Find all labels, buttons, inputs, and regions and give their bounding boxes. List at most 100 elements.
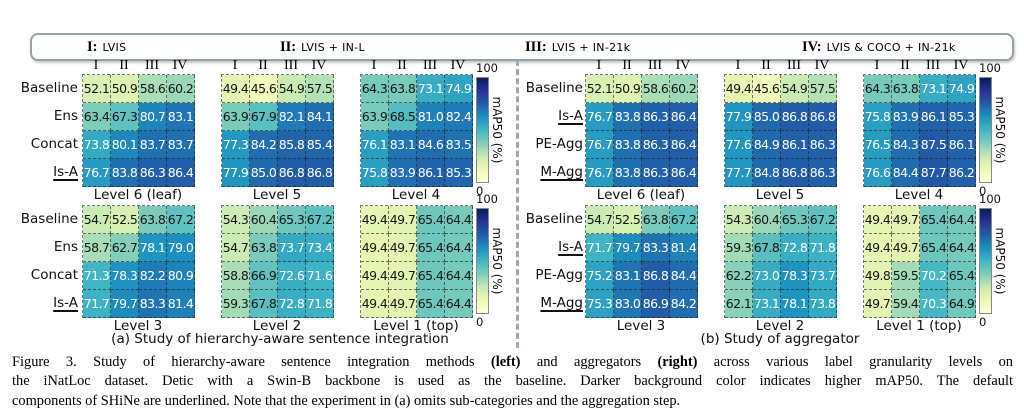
colorbar-max-tick: 100 [476,192,498,206]
heatmap-cell: 64.3 [864,75,892,103]
row-label-ens: Ens [53,239,78,255]
column-header: II [119,58,129,73]
heatmap-cell: 49.7 [389,262,417,290]
caption-text: Figure 3. Study of hierarchy-aware sente… [12,354,491,370]
heatmap-grid: 64.3 63.8 73.1 74.9 63.9 68.5 81.0 82.4 76.1 83.1… [360,74,473,187]
heatmap-cell: 86.2 [948,159,976,187]
heatmap-cell: 85.0 [753,103,781,131]
heatmap-title: Level 2 [755,318,805,334]
colorbar-max-tick: 100 [979,61,1001,75]
heatmap-cell: 60.4 [250,206,278,234]
heatmap-cell: 54.3 [725,206,753,234]
heatmap-grid: 54.7 52.5 63.8 67.2 71.7 79.7 83.3 81.4 75.2 83.1… [585,205,698,318]
heatmap-cell: 83.8 [614,159,642,187]
column-headers: I II III IV [360,58,474,74]
heatmap-cell: 66.9 [250,262,278,290]
heatmap-cell: 63.8 [389,75,417,103]
heatmap-cell: 49.7 [892,234,920,262]
heatmap-cell: 63.8 [139,206,167,234]
heatmap-cell: 64.4 [948,234,976,262]
dataset-label-lvis-inl: II: LVIS + IN-L [280,35,365,59]
heatmap-cell: 73.8 [83,131,111,159]
column-header: II [258,58,268,73]
heatmap-cell: 86.3 [809,159,837,187]
heatmap-cell: 71.7 [586,234,614,262]
colorbar-max-tick: 100 [979,192,1001,206]
heatmap-grid: 54.7 52.5 63.8 67.2 58.7 62.7 78.1 79.0 71.3 78.3… [82,205,195,318]
heatmap-cell: 86.8 [781,103,809,131]
dataset-numeral: I: [87,38,98,55]
heatmap-cell: 73.1 [417,75,445,103]
heatmap-cell: 83.5 [445,131,473,159]
heatmap-cell: 73.7 [809,262,837,290]
dataset-name: LVIS [102,40,127,54]
heatmap-cell: 85.3 [948,103,976,131]
heatmap-cell: 63.8 [892,75,920,103]
heatmap-cell: 50.9 [111,75,139,103]
heatmap-cell: 54.7 [222,234,250,262]
column-header: III [423,58,437,73]
heatmap-cell: 74.9 [445,75,473,103]
heatmap-cell: 84.2 [250,131,278,159]
caption-text: and aggregators [520,354,658,370]
heatmap-cell: 63.8 [642,206,670,234]
heatmap-grid: 64.3 63.8 73.1 74.9 75.8 83.9 86.1 85.3 76.5 84.3… [863,74,976,187]
column-headers: I II III IV [82,58,196,74]
heatmap-cell: 65.4 [948,262,976,290]
caption-text: (left) [490,354,521,370]
heatmap-grid: 52.1 50.9 58.6 60.2 63.4 67.3 80.7 83.1 73.8 80.1… [82,74,195,187]
colorbar-gradient [476,208,489,314]
heatmap-cell: 71.7 [83,290,111,318]
colorbar-max-tick: 100 [476,61,498,75]
heatmap-cell: 82.1 [278,103,306,131]
heatmap-cell: 81.0 [417,103,445,131]
caption-text: components of SHiNe are underlined. Note… [12,392,681,409]
heatmap-cell: 75.3 [586,290,614,318]
heatmap-cell: 80.9 [167,262,195,290]
heatmap-cell: 58.6 [139,75,167,103]
heatmap-cell: 67.8 [753,234,781,262]
heatmap-cell: 54.9 [278,75,306,103]
heatmap-cell: 65.4 [920,234,948,262]
heatmap-cell: 86.1 [920,103,948,131]
heatmap-cell: 49.4 [361,290,389,318]
heatmap-cell: 87.7 [920,159,948,187]
heatmap-b-level2: Level 2 54.3 60.4 65.3 67.2 59.3 67.8 72.8 71.8 6… [724,205,837,334]
heatmap-cell: 49.4 [222,75,250,103]
heatmap-cell: 63.8 [250,234,278,262]
heatmap-cell: 78.3 [111,262,139,290]
heatmap-cell: 84.4 [670,262,698,290]
heatmap-cell: 80.7 [139,103,167,131]
heatmap-cell: 59.3 [222,290,250,318]
colorbar-min-tick: 0 [476,315,484,329]
heatmap-b-level5: Level 5 I II III IV 49.4 45.6 54.9 57.5 77.9 85.0 8… [724,58,837,203]
heatmap-cell: 72.8 [781,234,809,262]
row-labels-a-top: Baseline Ens Concat Is-A [0,74,78,186]
heatmap-cell: 86.4 [670,103,698,131]
heatmap-cell: 72.8 [278,290,306,318]
heatmap-cell: 73.1 [753,290,781,318]
heatmap-cell: 86.4 [670,159,698,187]
heatmap-title: Level 6 (leaf) [596,187,686,203]
heatmap-cell: 54.7 [83,206,111,234]
column-header: I [371,58,377,73]
column-header: II [397,58,407,73]
heatmap-cell: 63.9 [361,103,389,131]
dataset-numeral: IV: [802,38,822,55]
heatmap-cell: 52.1 [586,75,614,103]
colorbar-a-bottom: 100 0 mAP50 (%) [476,193,522,329]
heatmap-title: Level 2 [252,318,302,334]
column-header: I [735,58,741,73]
heatmap-cell: 83.3 [642,234,670,262]
column-header: I [596,58,602,73]
heatmap-title: Level 4 [391,187,441,203]
heatmap-cell: 83.1 [389,131,417,159]
heatmap-cell: 58.8 [222,262,250,290]
heatmap-cell: 49.7 [864,290,892,318]
colorbar-b-bottom: 100 0 mAP50 (%) [979,193,1024,329]
heatmap-cell: 74.9 [948,75,976,103]
heatmap-cell: 73.0 [753,262,781,290]
heatmap-cell: 67.3 [111,103,139,131]
heatmap-cell: 83.9 [389,159,417,187]
column-header: III [145,58,159,73]
